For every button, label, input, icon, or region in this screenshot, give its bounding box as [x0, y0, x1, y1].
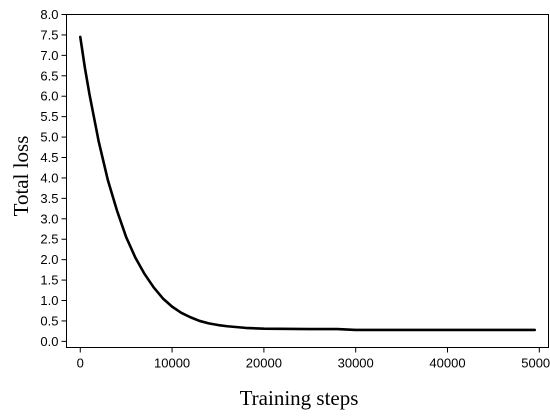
y-tick-label: 1.0 [40, 293, 58, 308]
y-tick-label: 1.5 [40, 273, 58, 288]
y-tick-label: 5.0 [40, 130, 58, 145]
y-tick-label: 6.0 [40, 89, 58, 104]
plot-frame [66, 14, 549, 348]
y-tick-label: 3.0 [40, 211, 58, 226]
y-tick-label: 2.0 [40, 252, 58, 267]
y-tick-label: 6.5 [40, 68, 58, 83]
y-tick-label: 7.0 [40, 48, 58, 63]
y-tick-label: 0.5 [40, 313, 58, 328]
y-tick-label: 7.5 [40, 27, 58, 42]
y-axis-title: Total loss [9, 136, 33, 217]
x-axis-title: Training steps [240, 386, 359, 410]
x-tick-label: 0 [77, 356, 84, 371]
y-axis-ticks: 0.0 0.5 1.0 1.5 2.0 2.5 3.0 3.5 4.0 4.5 5.0 5.5 6.0 6… [40, 7, 67, 349]
x-tick-label: 30000 [338, 356, 374, 371]
y-tick-label: 4.5 [40, 150, 58, 165]
y-tick-label: 3.5 [40, 191, 58, 206]
y-tick-label: 2.5 [40, 232, 58, 247]
y-tick-label: 8.0 [40, 7, 58, 22]
x-tick-label: 10000 [154, 356, 190, 371]
x-tick-label: 40000 [429, 356, 465, 371]
y-tick-label: 4.0 [40, 170, 58, 185]
y-tick-label: 0.0 [40, 334, 58, 349]
series-line-0 [78, 35, 537, 332]
series-layer [78, 35, 537, 332]
y-tick-label: 5.5 [40, 109, 58, 124]
x-tick-label: 20000 [246, 356, 282, 371]
